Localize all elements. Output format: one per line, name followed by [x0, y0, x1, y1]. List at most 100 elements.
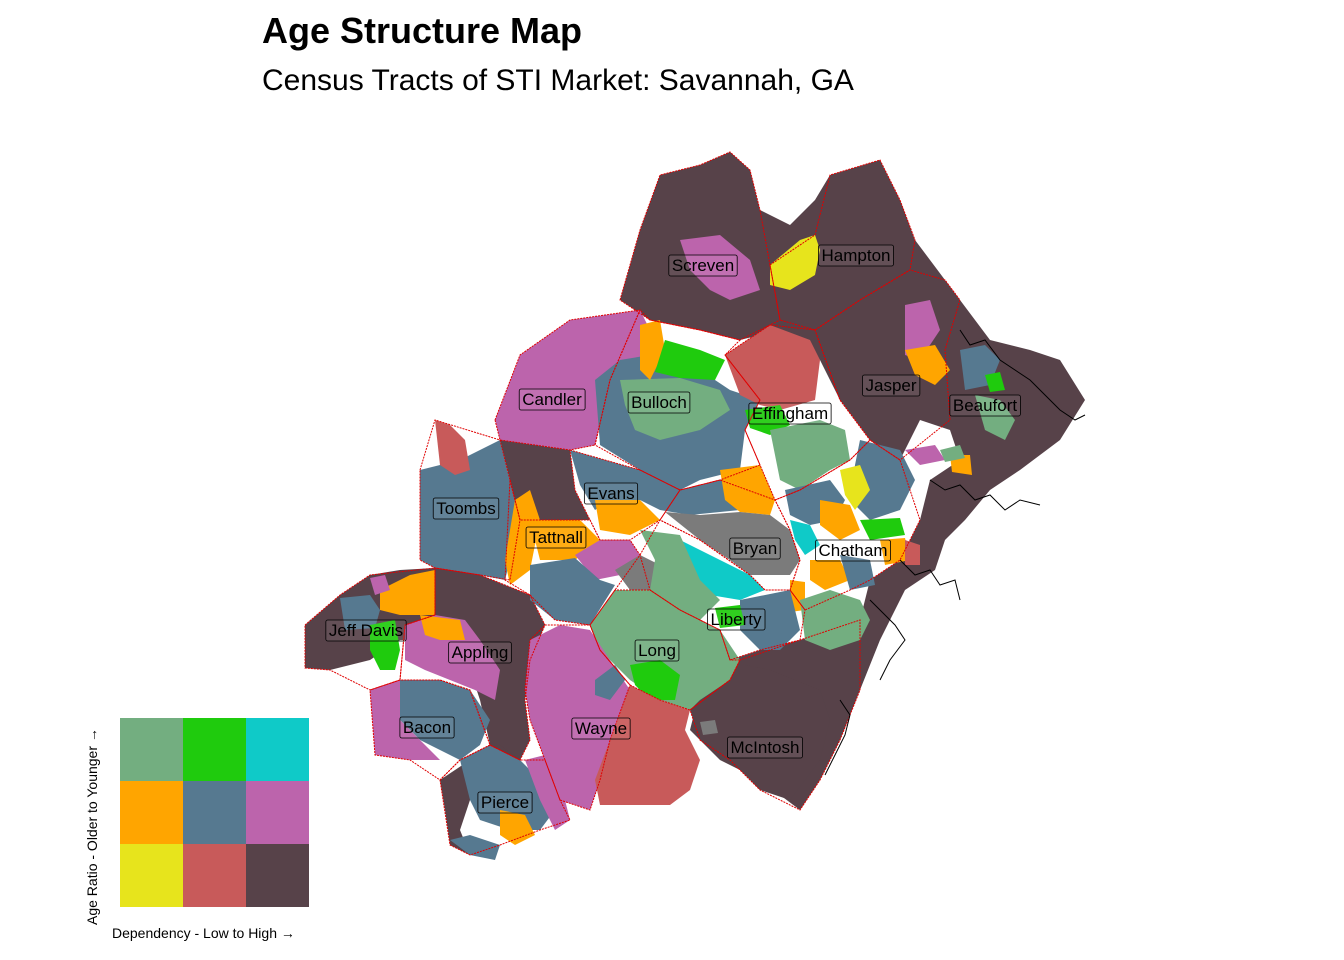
- county-boundary: [439, 744, 571, 856]
- county-label-pierce: Pierce: [477, 791, 533, 814]
- tract: [810, 560, 850, 590]
- county-label-text: Wayne: [575, 719, 627, 738]
- tract: [530, 558, 615, 625]
- county-boundary: [769, 159, 916, 331]
- tract: [655, 340, 725, 380]
- county-label-text: Appling: [452, 643, 509, 662]
- county-label-candler: Candler: [518, 388, 586, 411]
- tract: [595, 685, 700, 805]
- tract: [770, 420, 850, 490]
- legend-cell: [120, 781, 183, 844]
- county-label-effingham: Effingham: [748, 402, 832, 425]
- county-label-box: [432, 497, 500, 520]
- tract: [435, 420, 470, 475]
- tract: [950, 455, 972, 475]
- tract: [530, 520, 600, 560]
- tract: [860, 518, 905, 540]
- legend-cell: [120, 844, 183, 907]
- legend-y-axis-label: Age Ratio - Older to Younger →: [84, 728, 100, 925]
- tract: [790, 520, 820, 555]
- coastline-line: [929, 479, 1041, 511]
- tract: [570, 450, 775, 515]
- legend-x-axis-label: Dependency - Low to High →: [112, 925, 295, 941]
- tract: [420, 440, 520, 580]
- legend-cell: [246, 718, 309, 781]
- county-label-box: [627, 391, 691, 414]
- county-label-box: [727, 736, 803, 759]
- county-label-box: [518, 388, 586, 411]
- county-label-box: [399, 716, 455, 739]
- county-label-box: [707, 608, 766, 631]
- tract: [680, 235, 760, 300]
- tract: [420, 615, 465, 640]
- map-subtitle: Census Tracts of STI Market: Savannah, G…: [262, 64, 854, 97]
- county-label-text: Hampton: [822, 246, 891, 265]
- county-label-jeff-davis: Jeff Davis: [325, 619, 407, 642]
- legend-cell: [120, 718, 183, 781]
- county-label-hampton: Hampton: [818, 244, 894, 267]
- tract: [905, 445, 945, 465]
- tract: [975, 395, 1015, 440]
- county-label-box: [634, 639, 680, 662]
- county-label-box: [729, 537, 781, 560]
- coastline-line: [899, 559, 961, 601]
- tract: [615, 555, 660, 590]
- tract: [495, 310, 650, 450]
- county-label-mcintosh: McIntosh: [727, 736, 803, 759]
- tract: [800, 590, 870, 650]
- county-labels: Screven Hampton Jasper Beaufort Candler Bullo…: [325, 244, 1021, 814]
- county-label-appling: Appling: [448, 641, 512, 664]
- tract: [370, 575, 390, 595]
- county-label-bulloch: Bulloch: [627, 391, 691, 414]
- county-label-box: [525, 526, 587, 549]
- county-label-text: Tattnall: [529, 528, 583, 547]
- county-label-screven: Screven: [668, 254, 738, 277]
- tract: [690, 660, 830, 800]
- tract: [985, 372, 1005, 392]
- tract-polygons: [305, 152, 1085, 860]
- county-label-jasper: Jasper: [862, 374, 921, 397]
- county-label-liberty: Liberty: [707, 608, 766, 631]
- county-label-text: Bulloch: [631, 393, 687, 412]
- tract: [340, 595, 380, 630]
- county-label-box: [477, 791, 533, 814]
- county-label-box: [815, 539, 891, 562]
- tract: [450, 835, 500, 860]
- county-label-text: Bacon: [403, 718, 451, 737]
- legend-cell: [183, 718, 246, 781]
- county-label-chatham: Chatham: [815, 539, 891, 562]
- county-label-toombs: Toombs: [432, 497, 500, 520]
- tract: [370, 620, 400, 670]
- county-label-wayne: Wayne: [571, 717, 631, 740]
- county-label-beaufort: Beaufort: [949, 394, 1021, 417]
- coastline: [824, 329, 1086, 776]
- tract: [715, 605, 745, 628]
- coastline-line: [824, 699, 851, 776]
- county-label-text: Beaufort: [953, 396, 1018, 415]
- county-label-box: [748, 402, 832, 425]
- tract: [745, 405, 790, 435]
- county-boundary: [504, 479, 641, 626]
- county-label-text: Liberty: [710, 610, 762, 629]
- tract: [850, 440, 915, 520]
- county-label-text: Chatham: [819, 541, 888, 560]
- county-boundary: [589, 589, 741, 711]
- county-label-evans: Evans: [583, 482, 639, 505]
- county-label-box: [583, 482, 639, 505]
- county-label-bacon: Bacon: [399, 716, 455, 739]
- county-label-box: [862, 374, 921, 397]
- map-title: Age Structure Map: [262, 10, 583, 51]
- coastline-line: [869, 599, 906, 681]
- legend-cell: [246, 781, 309, 844]
- legend-cell: [183, 781, 246, 844]
- tract: [590, 590, 740, 710]
- county-boundary: [724, 324, 871, 501]
- county-label-bryan: Bryan: [729, 537, 781, 560]
- county-label-long: Long: [634, 639, 680, 662]
- county-label-box: [949, 394, 1021, 417]
- county-label-box: [818, 244, 894, 267]
- tract: [700, 720, 718, 735]
- legend-cell: [246, 844, 309, 907]
- county-boundary: [659, 479, 801, 591]
- tract: [770, 235, 820, 290]
